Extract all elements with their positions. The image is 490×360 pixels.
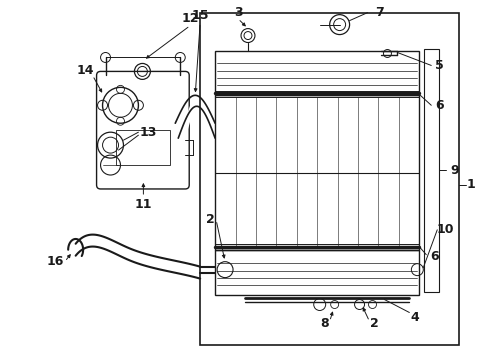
Text: 7: 7 bbox=[375, 6, 384, 19]
Text: 11: 11 bbox=[135, 198, 152, 211]
Text: 3: 3 bbox=[234, 6, 243, 19]
Text: 2: 2 bbox=[370, 317, 379, 330]
Text: 10: 10 bbox=[437, 223, 454, 236]
Text: 6: 6 bbox=[430, 250, 439, 263]
Text: 16: 16 bbox=[47, 255, 64, 268]
Bar bbox=[215, 250, 419, 294]
Text: 4: 4 bbox=[410, 311, 419, 324]
Text: 13: 13 bbox=[140, 126, 157, 139]
Text: 5: 5 bbox=[435, 59, 443, 72]
Text: 1: 1 bbox=[467, 179, 475, 192]
Bar bbox=[424, 49, 439, 292]
Bar bbox=[116, 130, 171, 165]
Text: 12: 12 bbox=[181, 12, 199, 25]
Text: 8: 8 bbox=[320, 317, 329, 330]
Text: 6: 6 bbox=[435, 99, 443, 112]
Text: 9: 9 bbox=[450, 163, 459, 176]
Text: 15: 15 bbox=[192, 9, 209, 22]
Text: 2: 2 bbox=[206, 213, 215, 226]
Bar bbox=[200, 13, 459, 345]
Bar bbox=[215, 50, 419, 95]
Bar bbox=[215, 95, 419, 250]
Text: 14: 14 bbox=[77, 64, 95, 77]
